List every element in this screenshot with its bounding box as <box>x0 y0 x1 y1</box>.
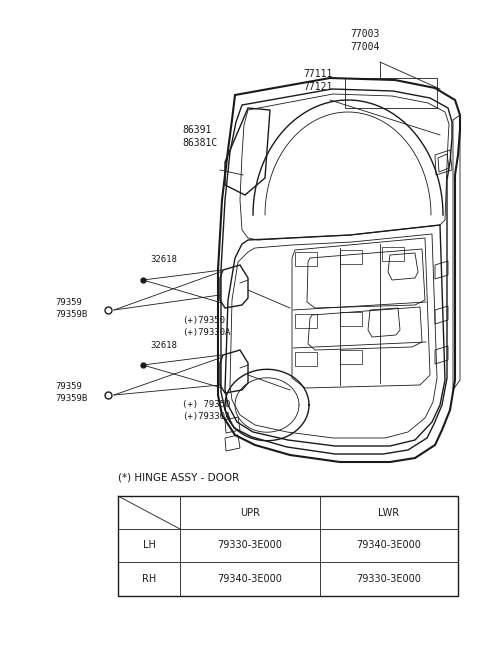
Text: UPR: UPR <box>240 508 260 518</box>
Text: (*) HINGE ASSY - DOOR: (*) HINGE ASSY - DOOR <box>118 473 239 483</box>
Bar <box>118 496 458 596</box>
Text: 79359
79359B: 79359 79359B <box>55 382 87 403</box>
Bar <box>345 78 437 108</box>
Text: 86391
86381C: 86391 86381C <box>182 125 217 148</box>
Text: 77003
77004: 77003 77004 <box>350 29 379 52</box>
Text: 77111
77121: 77111 77121 <box>303 69 332 92</box>
Text: 32618: 32618 <box>150 342 177 350</box>
Text: 79359
79359B: 79359 79359B <box>55 298 87 319</box>
Text: (+) 79350
(+)79330A: (+) 79350 (+)79330A <box>182 400 230 420</box>
Text: 79340-3E000: 79340-3E000 <box>357 541 421 550</box>
Text: RH: RH <box>142 574 156 584</box>
Text: (+)79350
(+)79330A: (+)79350 (+)79330A <box>182 316 230 337</box>
Text: LH: LH <box>143 541 156 550</box>
Text: 32618: 32618 <box>150 255 177 264</box>
Text: 79340-3E000: 79340-3E000 <box>217 574 282 584</box>
Text: 79330-3E000: 79330-3E000 <box>217 541 282 550</box>
Text: LWR: LWR <box>378 508 399 518</box>
Text: 79330-3E000: 79330-3E000 <box>357 574 421 584</box>
